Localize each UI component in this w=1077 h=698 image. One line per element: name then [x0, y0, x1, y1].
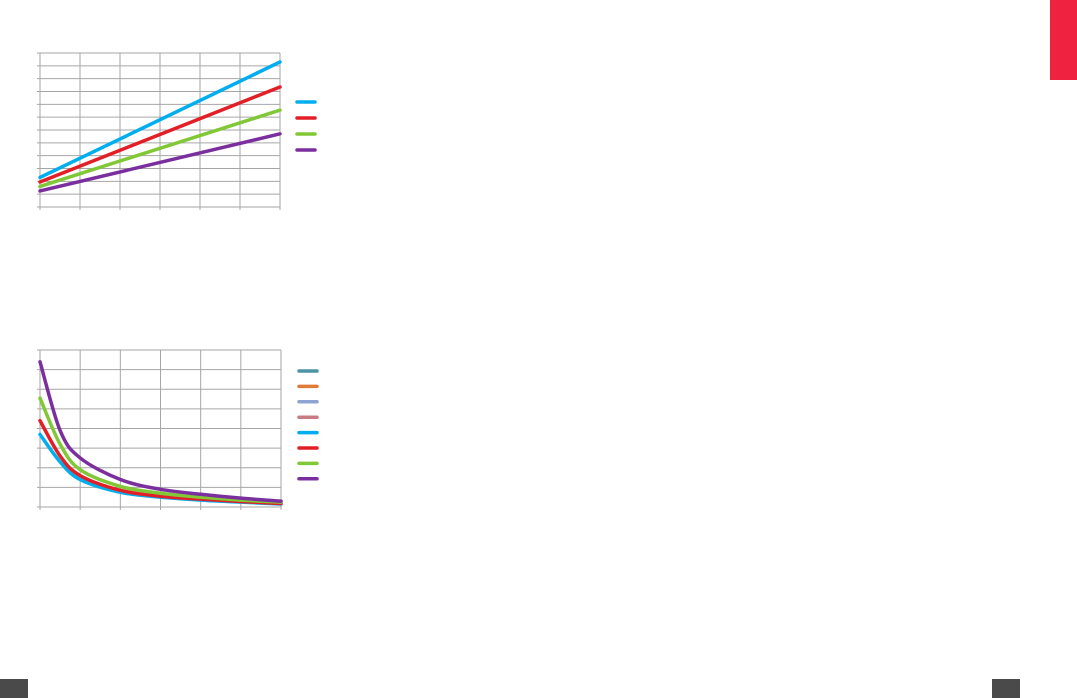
series-line-1	[38, 60, 282, 180]
series-line-3	[38, 108, 282, 189]
series-line-7	[38, 396, 283, 504]
page-number-box-right	[992, 679, 1020, 698]
series-line-8	[38, 360, 283, 503]
section-tab	[1050, 0, 1077, 80]
series-line-4	[38, 132, 282, 193]
series-line-2	[38, 85, 282, 184]
page-number-box-left	[0, 679, 28, 698]
decay-line-chart	[37, 349, 319, 510]
linear-line-chart	[37, 52, 317, 210]
